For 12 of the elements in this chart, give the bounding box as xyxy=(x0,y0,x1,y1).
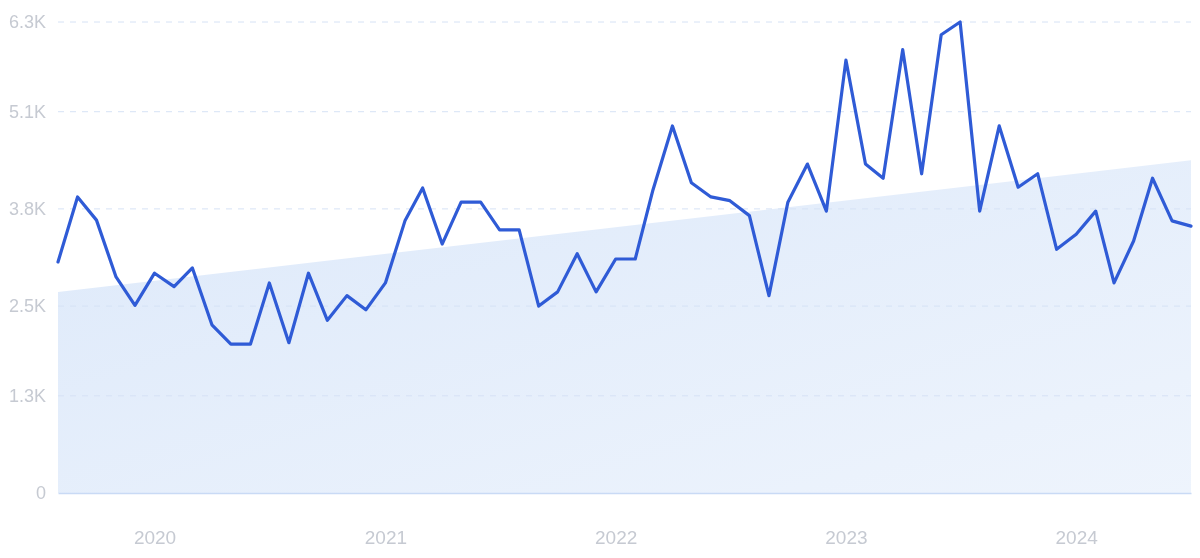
y-tick-label: 2.5K xyxy=(8,296,46,317)
y-tick-label: 0 xyxy=(35,483,46,504)
x-tick-label: 2022 xyxy=(595,527,638,549)
y-tick-label: 6.3K xyxy=(8,12,46,33)
line-series xyxy=(56,20,1193,346)
x-tick-label: 2020 xyxy=(133,527,177,549)
y-tick-label: 5.1K xyxy=(8,101,46,122)
x-tick-label: 2023 xyxy=(825,527,868,549)
y-tick-label: 3.8K xyxy=(8,199,46,220)
x-tick-label: 2021 xyxy=(364,527,408,549)
y-tick-label: 1.3K xyxy=(8,386,46,407)
x-tick-label: 2024 xyxy=(1055,527,1099,549)
